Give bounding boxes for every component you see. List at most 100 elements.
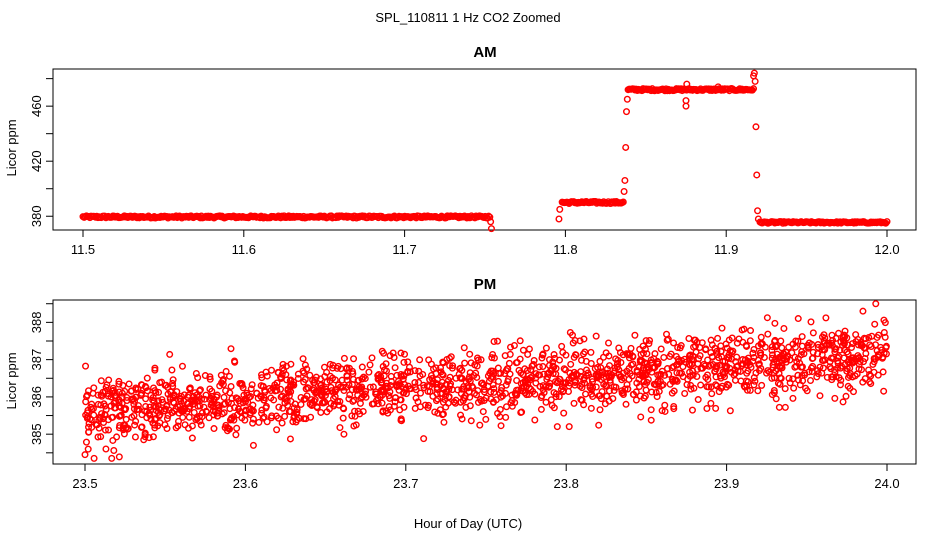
pm-data-point: [865, 366, 873, 374]
pm-data-point: [466, 402, 474, 410]
pm-data-point: [489, 367, 497, 375]
pm-data-point: [859, 307, 867, 315]
pm-data-point: [637, 413, 645, 421]
pm-data-point: [566, 369, 574, 377]
am-y-axis-label: Licor ppm: [4, 119, 19, 176]
pm-data-point: [597, 376, 605, 384]
pm-data-point: [460, 382, 468, 390]
pm-data-point: [727, 368, 735, 376]
pm-data-point: [465, 388, 473, 396]
pm-data-point: [545, 361, 553, 369]
pm-data-point: [771, 343, 779, 351]
pm-data-point: [789, 394, 797, 402]
pm-data-point: [614, 356, 622, 364]
pm-data-point: [116, 422, 124, 430]
pm-data-point: [247, 385, 255, 393]
pm-x-tick-label: 23.8: [554, 476, 579, 491]
pm-data-point: [749, 349, 757, 357]
pm-data-point: [702, 346, 710, 354]
pm-data-point: [258, 374, 266, 382]
pm-data-point: [210, 395, 218, 403]
pm-data-point: [335, 401, 343, 409]
pm-data-point: [112, 392, 120, 400]
pm-data-point: [115, 377, 123, 385]
pm-data-point: [176, 402, 184, 410]
am-data-point: [750, 85, 758, 93]
pm-data-point: [258, 371, 266, 379]
pm-data-point: [610, 387, 618, 395]
pm-data-point: [185, 391, 193, 399]
pm-data-point: [365, 368, 373, 376]
pm-data-point: [661, 371, 669, 379]
pm-data-point: [267, 414, 275, 422]
pm-data-point: [285, 408, 293, 416]
pm-data-point: [141, 433, 149, 441]
pm-data-point: [724, 353, 732, 361]
am-plot-frame: [52, 68, 917, 231]
pm-data-point: [619, 391, 627, 399]
pm-data-point: [562, 366, 570, 374]
pm-data-point: [277, 393, 285, 401]
pm-data-point: [143, 374, 151, 382]
pm-data-point: [859, 378, 867, 386]
pm-data-point: [625, 351, 633, 359]
pm-data-point: [854, 352, 862, 360]
pm-data-point: [361, 374, 369, 382]
pm-data-point: [366, 383, 374, 391]
pm-data-point: [476, 396, 484, 404]
pm-data-point: [752, 369, 760, 377]
pm-data-point: [480, 385, 488, 393]
pm-data-point: [269, 384, 277, 392]
pm-data-point: [690, 384, 698, 392]
pm-data-point: [839, 398, 847, 406]
pm-data-point: [572, 351, 580, 359]
pm-data-point: [489, 351, 497, 359]
pm-data-point: [740, 325, 748, 333]
pm-data-point: [733, 339, 741, 347]
pm-data-point: [380, 349, 388, 357]
pm-data-point: [134, 402, 142, 410]
pm-data-point: [318, 384, 326, 392]
pm-data-point: [592, 371, 600, 379]
am-y-tick-label: 460: [29, 95, 44, 117]
pm-data-point: [429, 392, 437, 400]
pm-data-point: [708, 390, 716, 398]
pm-data-point: [223, 424, 231, 432]
pm-data-point: [603, 392, 611, 400]
pm-data-point: [227, 345, 235, 353]
pm-panel: PM Licor ppm 23.5 23.6 23.7 23.8 23.9 24.0 385…: [4, 276, 917, 491]
pm-data-point: [523, 391, 531, 399]
pm-data-point: [654, 371, 662, 379]
pm-data-point: [194, 402, 202, 410]
pm-data-point: [874, 371, 882, 379]
pm-data-point: [291, 400, 299, 408]
pm-data-point: [829, 373, 837, 381]
pm-data-point: [97, 391, 105, 399]
pm-data-point: [494, 337, 502, 345]
pm-data-point: [196, 386, 204, 394]
pm-data-point: [827, 339, 835, 347]
pm-data-point: [461, 394, 469, 402]
pm-data-point: [424, 404, 432, 412]
pm-data-point: [115, 380, 123, 388]
pm-data-point: [713, 362, 721, 370]
pm-data-point: [636, 345, 644, 353]
pm-data-point: [571, 378, 579, 386]
pm-data-point: [206, 375, 214, 383]
pm-data-point: [696, 352, 704, 360]
pm-data-point: [446, 354, 454, 362]
pm-data-point: [188, 434, 196, 442]
pm-data-point: [89, 389, 97, 397]
pm-data-point: [474, 354, 482, 362]
pm-data-point: [641, 381, 649, 389]
pm-data-point: [216, 382, 224, 390]
pm-data-point: [465, 375, 473, 383]
am-x-tick-label: 11.7: [392, 242, 416, 257]
pm-y-tick-label: 387: [29, 349, 44, 371]
pm-data-point: [735, 335, 743, 343]
pm-data-point: [550, 351, 558, 359]
pm-data-point: [431, 408, 439, 416]
pm-data-point: [312, 388, 320, 396]
pm-data-point: [579, 350, 587, 358]
pm-data-point: [539, 351, 547, 359]
